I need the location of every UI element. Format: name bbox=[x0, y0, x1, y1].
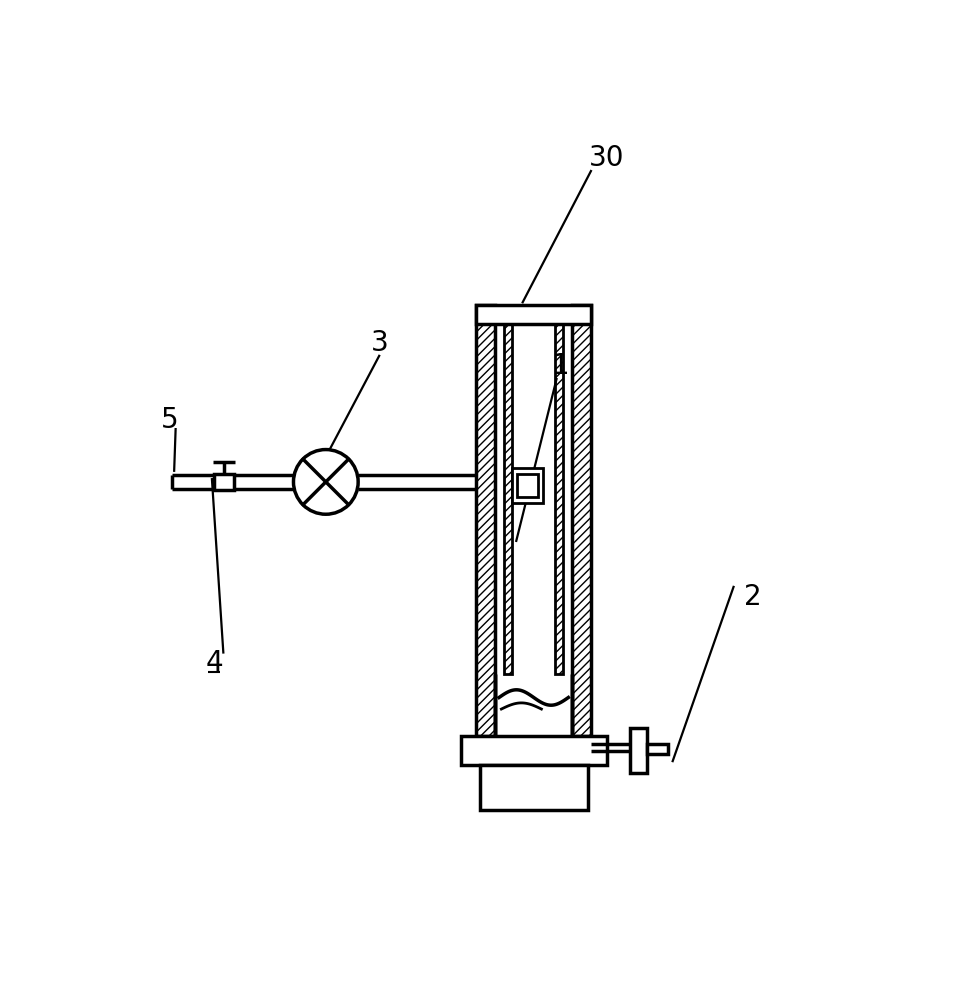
Bar bbox=[476, 305, 591, 324]
Text: 4: 4 bbox=[205, 649, 223, 677]
Bar bbox=[504, 324, 512, 674]
Bar bbox=[555, 324, 563, 674]
Text: 3: 3 bbox=[371, 329, 389, 357]
Text: 30: 30 bbox=[589, 144, 625, 172]
Bar bbox=[460, 736, 606, 765]
Bar bbox=[572, 305, 591, 736]
Text: 5: 5 bbox=[160, 406, 179, 434]
Bar bbox=[647, 744, 668, 754]
Ellipse shape bbox=[293, 450, 358, 514]
Bar bbox=[214, 474, 234, 490]
Text: 2: 2 bbox=[744, 583, 762, 611]
Bar bbox=[512, 468, 543, 503]
Text: 1: 1 bbox=[552, 352, 569, 380]
Bar bbox=[630, 728, 647, 773]
Bar bbox=[479, 765, 587, 810]
Bar bbox=[517, 474, 539, 497]
Bar bbox=[476, 305, 496, 736]
